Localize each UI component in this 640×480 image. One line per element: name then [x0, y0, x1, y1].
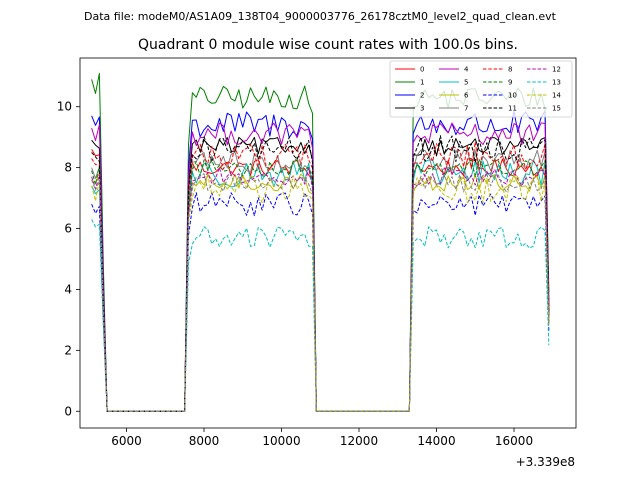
legend-label-3: 3: [420, 105, 424, 113]
y-tick-label: 4: [64, 282, 72, 296]
legend-label-6: 6: [464, 92, 469, 100]
legend-label-7: 7: [464, 105, 468, 113]
legend-label-12: 12: [552, 66, 561, 74]
plot-frame: [79, 57, 577, 429]
legend-label-2: 2: [420, 92, 424, 100]
legend-label-1: 1: [420, 79, 424, 87]
y-tick-label: 10: [57, 100, 72, 114]
axis-layer: 6000 8000 10000 12000 14000 16000 0 2 4 6 8 10: [57, 100, 533, 448]
y-tick-label: 8: [64, 161, 72, 175]
x-tick-label: 12000: [340, 434, 378, 448]
suptitle: Data file: modeM0/AS1A09_138T04_90000037…: [84, 10, 557, 23]
x-tick-label: 14000: [417, 434, 455, 448]
legend-label-4: 4: [464, 66, 469, 74]
legend-label-9: 9: [508, 79, 512, 87]
x-tick-label: 8000: [189, 434, 220, 448]
x-tick-label: 6000: [111, 434, 142, 448]
legend-label-13: 13: [552, 79, 561, 87]
legend-label-8: 8: [508, 66, 512, 74]
legend-frame: [389, 60, 573, 118]
series-line-15: [91, 173, 550, 412]
plot-area: [80, 58, 576, 428]
y-tick-label: 2: [64, 343, 72, 357]
y-tick-label: 6: [64, 222, 72, 236]
legend-label-0: 0: [420, 66, 424, 74]
x-tick-label: 10000: [262, 434, 300, 448]
legend-label-10: 10: [508, 92, 517, 100]
series-layer: [91, 72, 550, 412]
x-offset-label: +3.339e8: [516, 455, 575, 469]
legend-label-5: 5: [464, 79, 468, 87]
legend-label-15: 15: [552, 105, 561, 113]
chart-title: Quadrant 0 module wise count rates with …: [138, 37, 518, 53]
y-tick-label: 0: [64, 404, 72, 418]
x-tick-label: 16000: [495, 434, 533, 448]
legend-label-14: 14: [552, 92, 561, 100]
legend-label-11: 11: [508, 105, 517, 113]
